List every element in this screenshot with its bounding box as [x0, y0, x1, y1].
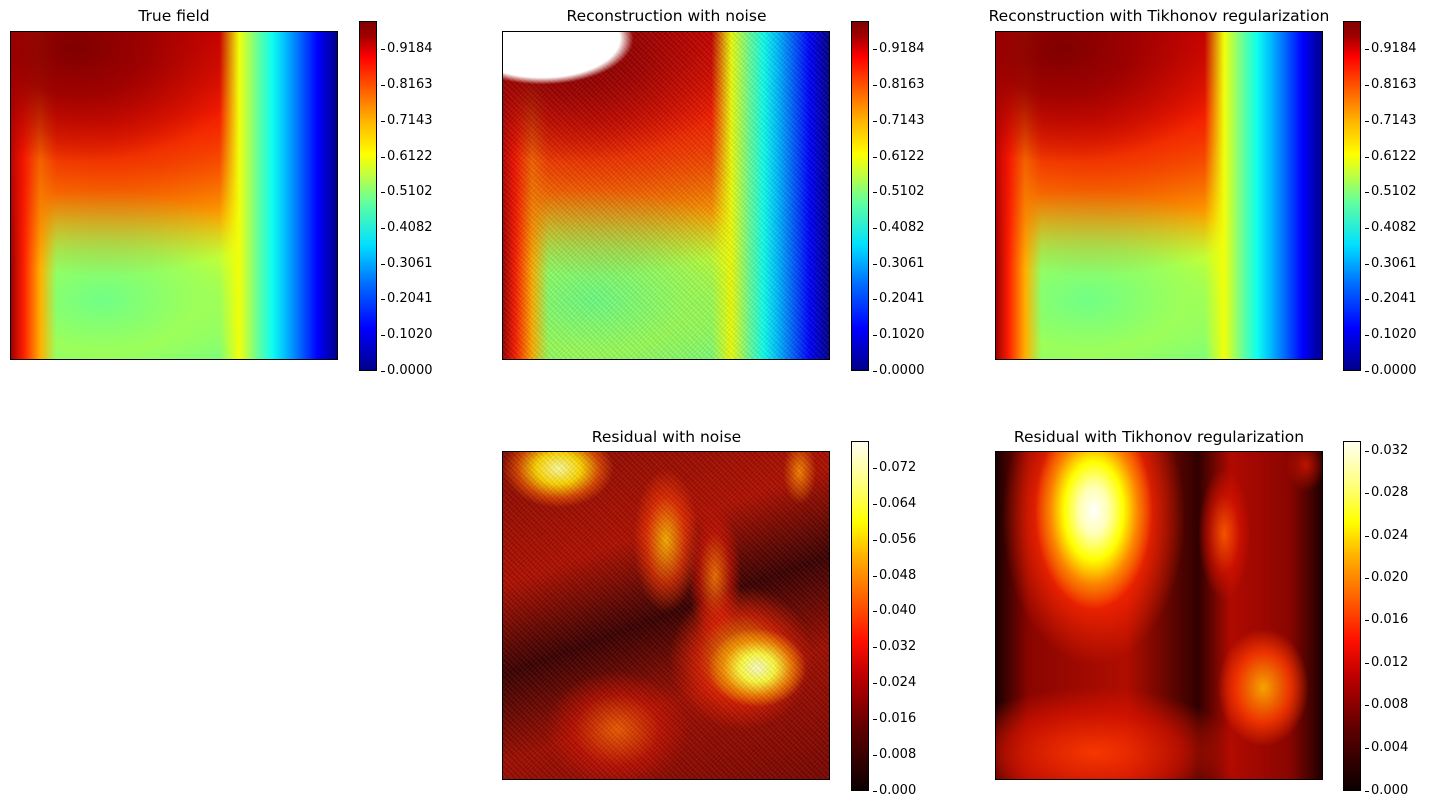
field-layer-right [996, 32, 1322, 359]
tick: 0.7143 [1365, 113, 1417, 128]
colorbar-reconstruction-tikhonov [1343, 21, 1361, 371]
panel-title-true-field: True field [138, 7, 210, 25]
tick: 0.3061 [873, 256, 925, 271]
tick: 0.4082 [381, 220, 433, 235]
tick: 0.016 [872, 711, 917, 726]
tick: 0.032 [872, 639, 917, 654]
tick: 0.5102 [381, 184, 433, 199]
tick: 0.7143 [381, 113, 433, 128]
panel-title-reconstruction-noise: Reconstruction with noise [566, 7, 767, 25]
tick: 0.040 [872, 603, 917, 618]
panel-title-residual-noise: Residual with noise [591, 428, 742, 446]
tick: 0.2041 [873, 291, 925, 306]
colorbar-residual-noise [851, 441, 869, 791]
colorbar-true-field [359, 21, 377, 371]
tick: 0.2041 [1365, 291, 1417, 306]
tick: 0.1020 [381, 327, 433, 342]
residual-layer [503, 452, 829, 779]
out-of-range-region [503, 32, 829, 359]
tick: 0.056 [872, 532, 917, 547]
tick: 0.1020 [873, 327, 925, 342]
tick: 0.9184 [381, 41, 433, 56]
heatmap-reconstruction-noise [502, 31, 830, 360]
tick: 0.032 [1364, 443, 1409, 458]
tick: 0.072 [872, 460, 917, 475]
tick: 0.0000 [381, 363, 433, 378]
tick: 0.4082 [1365, 220, 1417, 235]
noise-speckle [503, 452, 829, 779]
tick: 0.048 [872, 568, 917, 583]
tick: 0.9184 [1365, 41, 1417, 56]
tick: 0.3061 [1365, 256, 1417, 271]
tick: 0.8163 [873, 77, 925, 92]
colorbar-residual-tikhonov [1343, 441, 1361, 791]
tick: 0.024 [872, 675, 917, 690]
tick: 0.004 [1364, 740, 1409, 755]
tick: 0.5102 [873, 184, 925, 199]
field-layer-right [11, 32, 337, 359]
tick: 0.0000 [873, 363, 925, 378]
tick: 0.012 [1364, 655, 1409, 670]
tick: 0.3061 [381, 256, 433, 271]
tick: 0.4082 [873, 220, 925, 235]
tick: 0.7143 [873, 113, 925, 128]
tick: 0.000 [872, 783, 917, 798]
heatmap-reconstruction-tikhonov [995, 31, 1323, 360]
tick: 0.020 [1364, 570, 1409, 585]
tick: 0.000 [1364, 783, 1409, 798]
residual-layer [996, 452, 1322, 779]
heatmap-residual-noise [502, 451, 830, 780]
tick: 0.6122 [873, 149, 925, 164]
tick: 0.0000 [1365, 363, 1417, 378]
tick: 0.9184 [873, 41, 925, 56]
tick: 0.2041 [381, 291, 433, 306]
tick: 0.008 [1364, 697, 1409, 712]
tick: 0.064 [872, 496, 917, 511]
tick: 0.8163 [381, 77, 433, 92]
heatmap-true-field [10, 31, 338, 360]
tick: 0.1020 [1365, 327, 1417, 342]
tick: 0.008 [872, 747, 917, 762]
tick: 0.6122 [381, 149, 433, 164]
tick: 0.5102 [1365, 184, 1417, 199]
tick: 0.028 [1364, 485, 1409, 500]
tick: 0.024 [1364, 528, 1409, 543]
tick: 0.8163 [1365, 77, 1417, 92]
panel-title-residual-tikhonov: Residual with Tikhonov regularization [1013, 428, 1305, 446]
tick: 0.6122 [1365, 149, 1417, 164]
tick: 0.016 [1364, 612, 1409, 627]
colorbar-reconstruction-noise [851, 21, 869, 371]
panel-title-reconstruction-tikhonov: Reconstruction with Tikhonov regularizat… [988, 7, 1330, 25]
heatmap-residual-tikhonov [995, 451, 1323, 780]
